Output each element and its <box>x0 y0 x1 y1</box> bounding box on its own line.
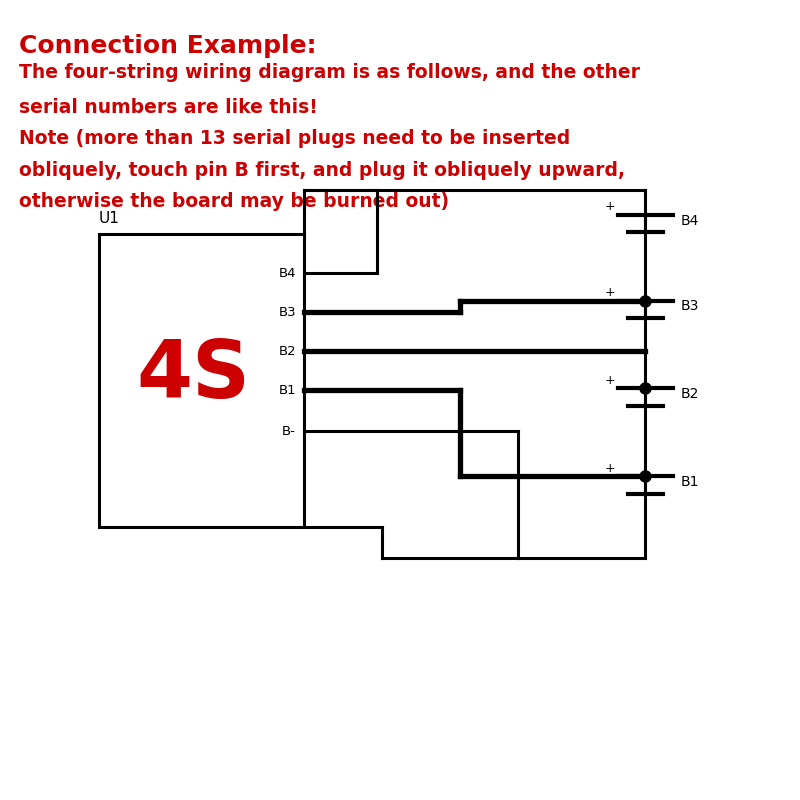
FancyBboxPatch shape <box>99 234 304 527</box>
Text: B4: B4 <box>680 214 698 227</box>
Text: The four-string wiring diagram is as follows, and the other: The four-string wiring diagram is as fol… <box>19 63 640 82</box>
Text: +: + <box>605 200 615 214</box>
Text: obliquely, touch pin B first, and plug it obliquely upward,: obliquely, touch pin B first, and plug i… <box>19 161 625 180</box>
Text: B2: B2 <box>278 345 296 358</box>
Text: B4: B4 <box>278 266 296 280</box>
Text: B3: B3 <box>680 299 698 314</box>
Text: +: + <box>605 374 615 387</box>
Text: Connection Example:: Connection Example: <box>19 34 317 58</box>
Text: B1: B1 <box>278 384 296 397</box>
Text: B3: B3 <box>278 306 296 318</box>
Text: otherwise the board may be burned out): otherwise the board may be burned out) <box>19 192 449 211</box>
Text: +: + <box>605 286 615 299</box>
Text: B2: B2 <box>680 387 698 401</box>
Text: 4S: 4S <box>137 337 250 414</box>
Text: B1: B1 <box>680 475 699 489</box>
Text: serial numbers are like this!: serial numbers are like this! <box>19 98 318 117</box>
Text: U1: U1 <box>99 211 120 226</box>
Text: B-: B- <box>282 425 296 438</box>
Text: Note (more than 13 serial plugs need to be inserted: Note (more than 13 serial plugs need to … <box>19 129 570 148</box>
Text: +: + <box>605 462 615 474</box>
